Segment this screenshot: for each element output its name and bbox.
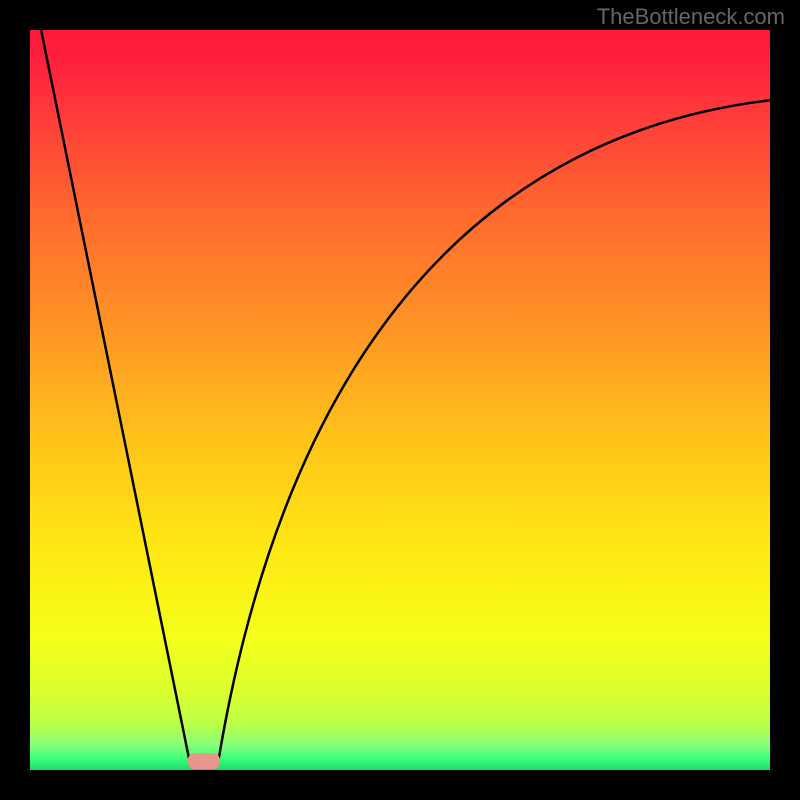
plot-background [30, 30, 770, 770]
chart-frame [0, 0, 800, 800]
minimum-marker [188, 754, 219, 769]
watermark-text: TheBottleneck.com [597, 4, 785, 30]
